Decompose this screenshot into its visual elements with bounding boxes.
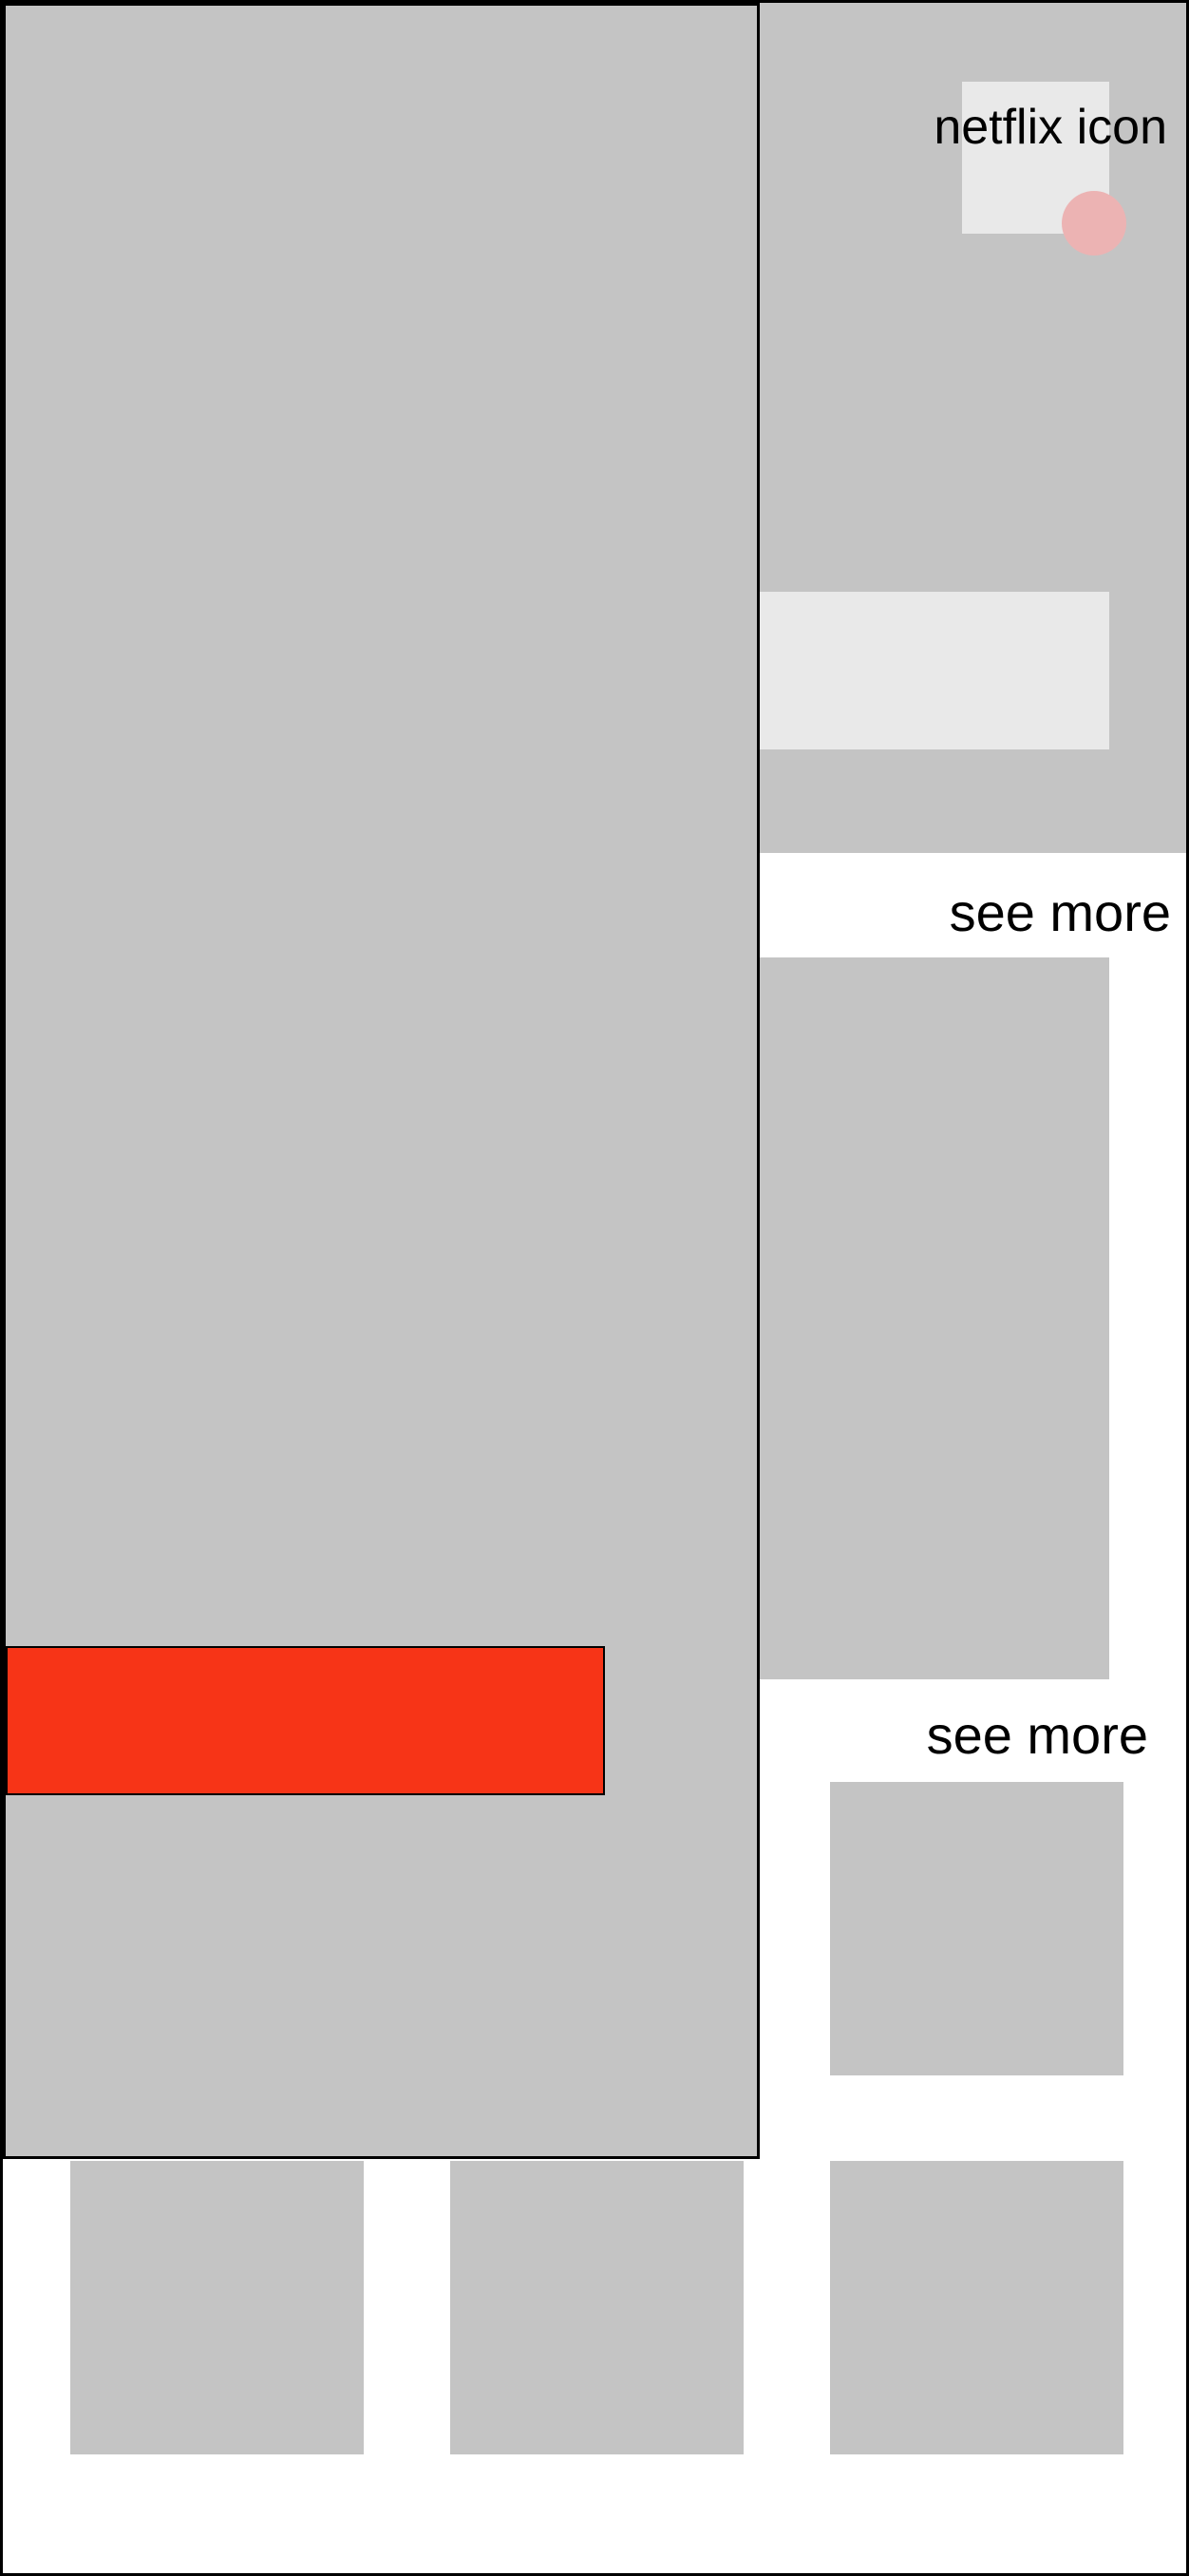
content-tile[interactable] [830,2161,1123,2454]
netflix-logo-label: netflix icon [934,100,1167,155]
see-more-link[interactable]: see more [926,1705,1148,1765]
side-drawer-panel[interactable] [3,3,760,2159]
see-more-link[interactable]: see more [949,882,1171,942]
primary-action-button[interactable] [6,1646,605,1795]
content-tile[interactable] [450,2161,744,2454]
content-tile[interactable] [830,1782,1123,2075]
content-tile[interactable] [70,2161,364,2454]
notification-dot[interactable] [1062,191,1126,256]
